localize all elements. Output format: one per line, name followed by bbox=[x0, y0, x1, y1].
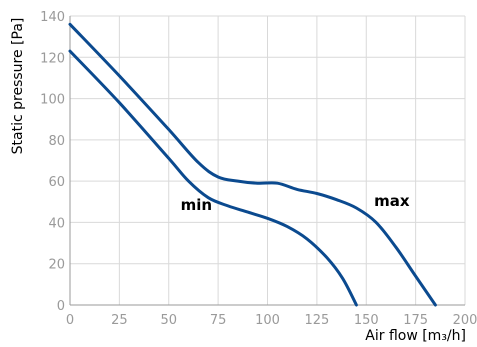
series-line-min bbox=[68, 49, 358, 307]
y-tick-label: 0 bbox=[57, 299, 65, 314]
series-line-max bbox=[68, 22, 437, 307]
series bbox=[68, 22, 437, 307]
x-tick-label: 150 bbox=[354, 313, 379, 328]
x-tick-label: 125 bbox=[304, 313, 329, 328]
series-label-min: min bbox=[181, 196, 212, 214]
x-axis-title: Air flow [m₃/h] bbox=[365, 328, 466, 344]
y-tick-label: 100 bbox=[40, 93, 65, 108]
y-tick-label: 20 bbox=[48, 258, 65, 273]
x-tick-label: 25 bbox=[111, 313, 128, 328]
x-tick-label: 100 bbox=[255, 313, 280, 328]
series-label-max: max bbox=[374, 192, 410, 210]
x-tick-label: 75 bbox=[210, 313, 227, 328]
axes: 0 25 50 75 100 125 150 175 200 0 20 40 60 80 100 120 140 bbox=[40, 10, 477, 328]
x-tick-label: 200 bbox=[453, 313, 477, 328]
x-tick-label: 50 bbox=[160, 313, 177, 328]
grid bbox=[70, 15, 466, 305]
y-tick-label: 120 bbox=[40, 51, 65, 66]
y-tick-label: 40 bbox=[48, 216, 65, 231]
y-tick-label: 140 bbox=[40, 10, 65, 25]
y-tick-label: 80 bbox=[48, 134, 65, 149]
y-axis-title: Static pressure [Pa] bbox=[10, 18, 26, 155]
x-tick-label: 0 bbox=[66, 313, 74, 328]
curve-labels: max min bbox=[181, 192, 410, 214]
x-tick-label: 175 bbox=[403, 313, 428, 328]
y-tick-label: 60 bbox=[48, 175, 65, 190]
